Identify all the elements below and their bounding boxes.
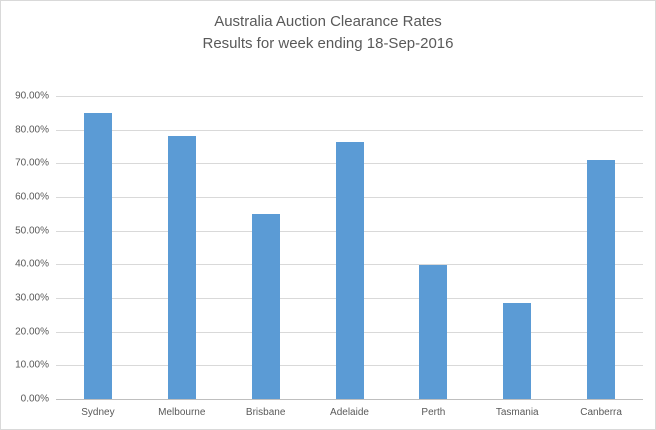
bar-brisbane xyxy=(251,213,280,399)
y-axis-tick-label: 40.00% xyxy=(15,258,49,270)
x-axis-label-canberra: Canberra xyxy=(580,407,622,418)
x-axis-label-adelaide: Adelaide xyxy=(330,407,369,418)
chart-title-block: Australia Auction Clearance Rates Result… xyxy=(1,11,655,55)
gridline xyxy=(56,96,643,97)
bar-slot-perth xyxy=(391,96,475,399)
gridline xyxy=(56,129,643,131)
bar-adelaide xyxy=(335,141,364,399)
y-axis-tick-label: 30.00% xyxy=(15,292,49,304)
x-axis-label-sydney: Sydney xyxy=(81,407,115,418)
chart-subtitle: Results for week ending 18-Sep-2016 xyxy=(202,35,454,52)
bar-melbourne xyxy=(167,136,196,399)
y-axis-tick-label: 70.00% xyxy=(15,157,49,169)
x-axis-label-melbourne: Melbourne xyxy=(158,407,206,418)
y-axis-tick-label: 10.00% xyxy=(15,359,49,371)
bar-sydney xyxy=(83,112,112,399)
y-axis-tick-label: 80.00% xyxy=(15,124,49,136)
y-axis-tick-label: 60.00% xyxy=(15,191,49,203)
y-axis-labels: 0.00% 10.00% 20.00% 30.00% 40.00% 50.00% 60.00… xyxy=(1,91,49,405)
y-axis-tick-label: 0.00% xyxy=(20,393,49,405)
bar-slot-tasmania xyxy=(475,96,559,399)
bar-slot-sydney xyxy=(56,96,140,399)
x-axis-labels: Sydney Melbourne Brisbane Adelaide Perth Tasm… xyxy=(56,399,643,418)
chart-title: Australia Auction Clearance Rates xyxy=(214,13,442,30)
y-axis-tick-label: 20.00% xyxy=(15,326,49,338)
plot-area xyxy=(56,96,643,400)
bar-canberra xyxy=(587,160,616,399)
bar-slot-adelaide xyxy=(308,96,392,399)
bar-slot-brisbane xyxy=(224,96,308,399)
bar-slot-canberra xyxy=(559,96,643,399)
x-axis-label-tasmania: Tasmania xyxy=(495,407,539,418)
bar-perth xyxy=(419,265,448,399)
x-axis-label-perth: Perth xyxy=(421,407,446,418)
y-axis-tick-label: 90.00% xyxy=(15,90,49,102)
bars-layer xyxy=(56,96,643,399)
bar-slot-melbourne xyxy=(140,96,224,399)
y-axis-tick-label: 50.00% xyxy=(15,225,49,237)
x-axis-label-brisbane: Brisbane xyxy=(245,407,286,418)
bar-tasmania xyxy=(503,303,532,399)
